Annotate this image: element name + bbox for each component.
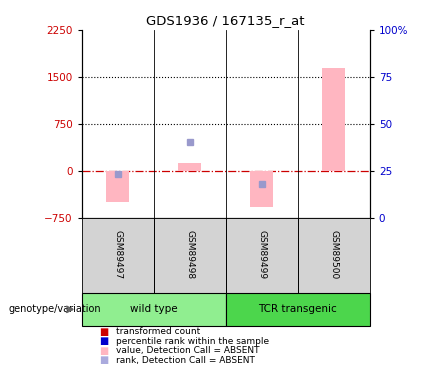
Bar xyxy=(82,292,226,326)
Text: ■: ■ xyxy=(99,327,108,337)
Text: ■: ■ xyxy=(99,336,108,346)
Title: GDS1936 / 167135_r_at: GDS1936 / 167135_r_at xyxy=(147,15,305,27)
Text: GSM89498: GSM89498 xyxy=(185,230,194,280)
Bar xyxy=(250,171,273,207)
Bar xyxy=(298,217,370,292)
Bar xyxy=(322,68,345,171)
Text: GSM89497: GSM89497 xyxy=(113,230,122,280)
Bar xyxy=(154,217,226,292)
Text: rank, Detection Call = ABSENT: rank, Detection Call = ABSENT xyxy=(116,356,255,364)
Text: GSM89500: GSM89500 xyxy=(329,230,338,280)
Text: wild type: wild type xyxy=(130,304,178,314)
Bar xyxy=(178,163,201,171)
Text: transformed count: transformed count xyxy=(116,327,200,336)
Text: ■: ■ xyxy=(99,346,108,355)
Text: value, Detection Call = ABSENT: value, Detection Call = ABSENT xyxy=(116,346,260,355)
Bar xyxy=(82,217,154,292)
Text: percentile rank within the sample: percentile rank within the sample xyxy=(116,337,269,346)
Text: GSM89499: GSM89499 xyxy=(257,230,266,280)
Bar xyxy=(226,292,370,326)
Bar xyxy=(106,171,129,202)
Text: genotype/variation: genotype/variation xyxy=(9,304,101,314)
Text: TCR transgenic: TCR transgenic xyxy=(258,304,337,314)
Text: ■: ■ xyxy=(99,355,108,365)
Bar xyxy=(226,217,298,292)
